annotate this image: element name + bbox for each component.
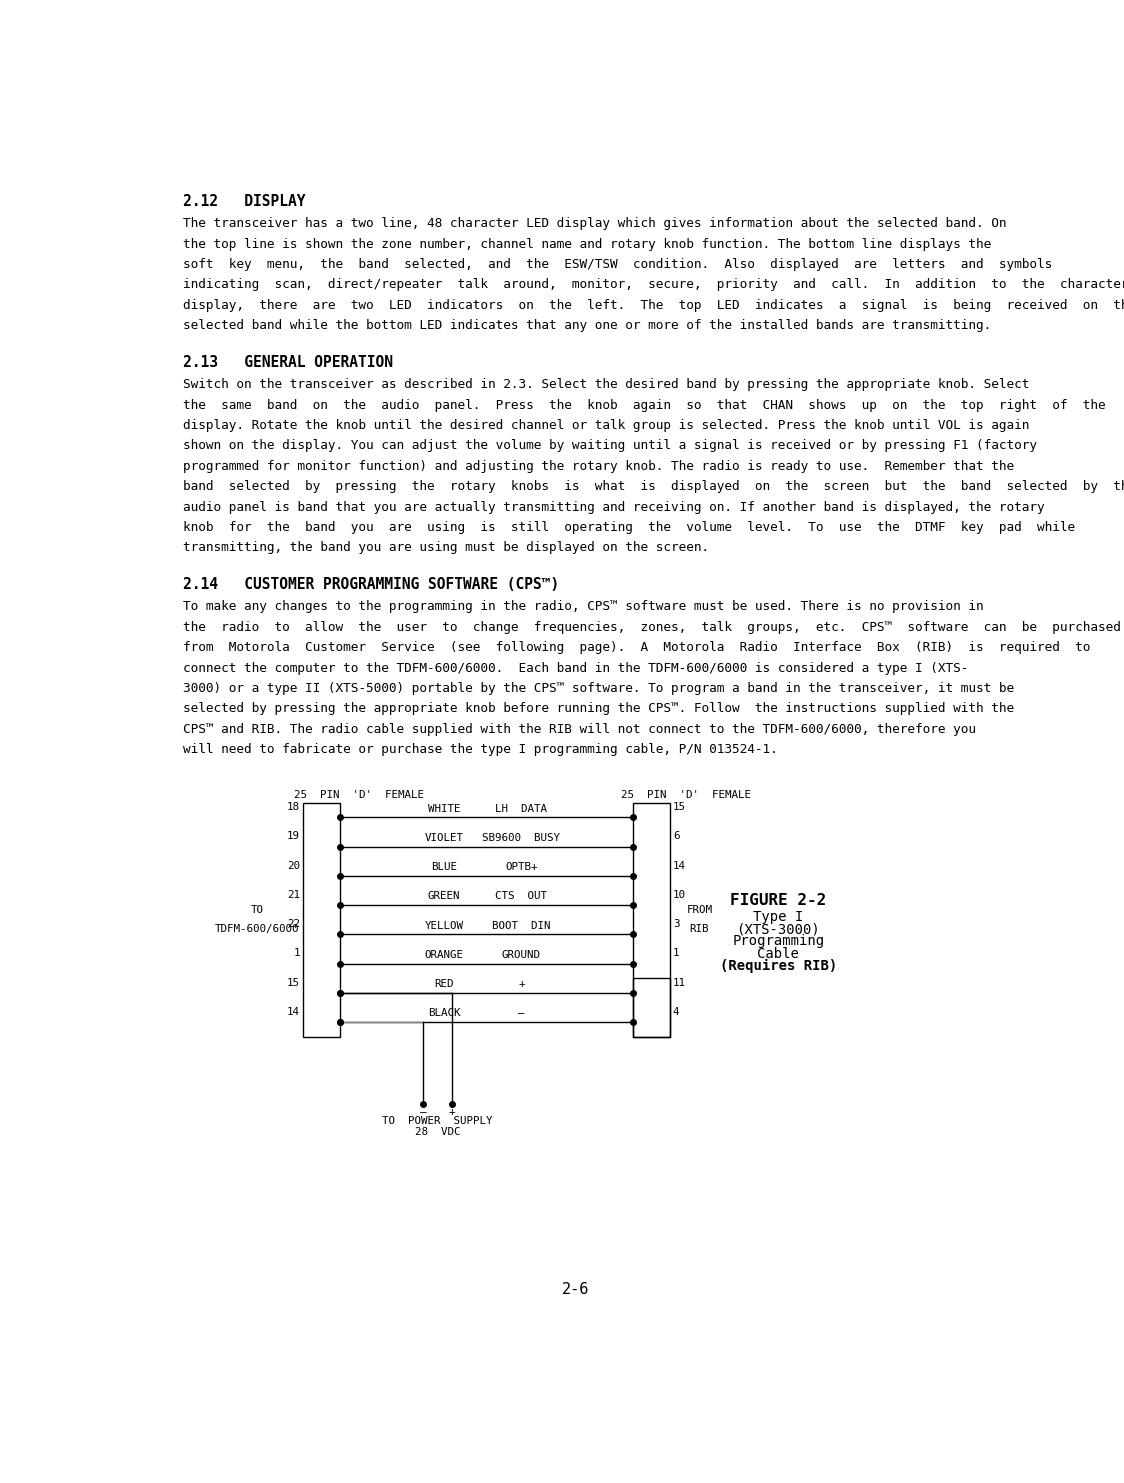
Text: +: + bbox=[448, 1106, 455, 1117]
Text: VIOLET: VIOLET bbox=[425, 833, 463, 842]
Text: RED: RED bbox=[434, 979, 454, 989]
Text: soft  key  menu,  the  band  selected,  and  the  ESW/TSW  condition.  Also  dis: soft key menu, the band selected, and th… bbox=[183, 258, 1052, 271]
Text: RIB: RIB bbox=[689, 924, 709, 934]
Text: display. Rotate the knob until the desired channel or talk group is selected. Pr: display. Rotate the knob until the desir… bbox=[183, 420, 1030, 432]
Text: SB9600  BUSY: SB9600 BUSY bbox=[482, 833, 561, 842]
Text: from  Motorola  Customer  Service  (see  following  page).  A  Motorola  Radio  : from Motorola Customer Service (see foll… bbox=[183, 641, 1090, 654]
Text: (XTS-3000): (XTS-3000) bbox=[736, 922, 821, 936]
Text: 2.12   DISPLAY: 2.12 DISPLAY bbox=[183, 194, 306, 209]
Text: BOOT  DIN: BOOT DIN bbox=[492, 921, 551, 931]
Text: TDFM-600/6000: TDFM-600/6000 bbox=[215, 924, 299, 934]
Text: –: – bbox=[420, 1106, 427, 1117]
Text: 11: 11 bbox=[673, 977, 686, 988]
Text: 2.14   CUSTOMER PROGRAMMING SOFTWARE (CPS™): 2.14 CUSTOMER PROGRAMMING SOFTWARE (CPS™… bbox=[183, 577, 560, 592]
Text: will need to fabricate or purchase the type I programming cable, P/N 013524-1.: will need to fabricate or purchase the t… bbox=[183, 743, 778, 756]
Text: TO: TO bbox=[251, 905, 263, 915]
Text: audio panel is band that you are actually transmitting and receiving on. If anot: audio panel is band that you are actuall… bbox=[183, 501, 1044, 513]
Text: 2.13   GENERAL OPERATION: 2.13 GENERAL OPERATION bbox=[183, 354, 393, 371]
Text: 18: 18 bbox=[287, 802, 300, 813]
Text: Switch on the transceiver as described in 2.3. Select the desired band by pressi: Switch on the transceiver as described i… bbox=[183, 378, 1030, 392]
Bar bbox=[303, 802, 341, 1037]
Text: To make any changes to the programming in the radio, CPS™ software must be used.: To make any changes to the programming i… bbox=[183, 601, 984, 614]
Text: (Requires RIB): (Requires RIB) bbox=[719, 960, 837, 973]
Text: The transceiver has a two line, 48 character LED display which gives information: The transceiver has a two line, 48 chara… bbox=[183, 217, 1007, 230]
Text: connect the computer to the TDFM-600/6000.  Each band in the TDFM-600/6000 is co: connect the computer to the TDFM-600/600… bbox=[183, 661, 969, 675]
Text: programmed for monitor function) and adjusting the rotary knob. The radio is rea: programmed for monitor function) and adj… bbox=[183, 460, 1014, 473]
Text: 3000) or a type II (XTS-5000) portable by the CPS™ software. To program a band i: 3000) or a type II (XTS-5000) portable b… bbox=[183, 682, 1014, 696]
Text: 10: 10 bbox=[673, 890, 686, 900]
Text: 20: 20 bbox=[287, 860, 300, 871]
Text: Programming: Programming bbox=[732, 934, 824, 949]
Text: transmitting, the band you are using must be displayed on the screen.: transmitting, the band you are using mus… bbox=[183, 541, 709, 555]
Text: 1: 1 bbox=[293, 948, 300, 958]
Bar bbox=[632, 979, 671, 1037]
Text: 28  VDC: 28 VDC bbox=[415, 1127, 461, 1137]
Text: FROM: FROM bbox=[687, 905, 713, 915]
Text: OPTB+: OPTB+ bbox=[505, 862, 537, 872]
Text: FIGURE 2-2: FIGURE 2-2 bbox=[731, 893, 826, 908]
Text: Cable: Cable bbox=[758, 946, 799, 961]
Text: knob  for  the  band  you  are  using  is  still  operating  the  volume  level.: knob for the band you are using is still… bbox=[183, 521, 1076, 534]
Text: 25  PIN  'D'  FEMALE: 25 PIN 'D' FEMALE bbox=[294, 790, 424, 801]
Text: CTS  OUT: CTS OUT bbox=[496, 891, 547, 902]
Text: selected by pressing the appropriate knob before running the CPS™. Follow  the i: selected by pressing the appropriate kno… bbox=[183, 703, 1014, 715]
Text: 14: 14 bbox=[673, 860, 686, 871]
Text: the  radio  to  allow  the  user  to  change  frequencies,  zones,  talk  groups: the radio to allow the user to change fr… bbox=[183, 621, 1121, 633]
Text: 1: 1 bbox=[673, 948, 679, 958]
Text: BLUE: BLUE bbox=[430, 862, 457, 872]
Text: band  selected  by  pressing  the  rotary  knobs  is  what  is  displayed  on  t: band selected by pressing the rotary kno… bbox=[183, 480, 1124, 494]
Text: 6: 6 bbox=[673, 832, 679, 841]
Text: indicating  scan,  direct/repeater  talk  around,  monitor,  secure,  priority  : indicating scan, direct/repeater talk ar… bbox=[183, 279, 1124, 292]
Text: –: – bbox=[518, 1008, 525, 1019]
Text: 15: 15 bbox=[673, 802, 686, 813]
Text: WHITE: WHITE bbox=[427, 804, 460, 814]
Text: the  same  band  on  the  audio  panel.  Press  the  knob  again  so  that  CHAN: the same band on the audio panel. Press … bbox=[183, 399, 1106, 412]
Bar bbox=[633, 802, 670, 1037]
Text: 25  PIN  'D'  FEMALE: 25 PIN 'D' FEMALE bbox=[620, 790, 751, 801]
Text: YELLOW: YELLOW bbox=[425, 921, 463, 931]
Text: GROUND: GROUND bbox=[502, 951, 541, 960]
Text: LH  DATA: LH DATA bbox=[496, 804, 547, 814]
Text: 4: 4 bbox=[673, 1007, 679, 1017]
Text: display,  there  are  two  LED  indicators  on  the  left.  The  top  LED  indic: display, there are two LED indicators on… bbox=[183, 300, 1124, 311]
Text: BLACK: BLACK bbox=[427, 1008, 460, 1019]
Text: 14: 14 bbox=[287, 1007, 300, 1017]
Text: ORANGE: ORANGE bbox=[425, 951, 463, 960]
Bar bbox=[633, 979, 670, 1037]
Text: 22: 22 bbox=[287, 919, 300, 928]
Text: CPS™ and RIB. The radio cable supplied with the RIB will not connect to the TDFM: CPS™ and RIB. The radio cable supplied w… bbox=[183, 722, 976, 736]
Text: GREEN: GREEN bbox=[427, 891, 460, 902]
Text: Type I: Type I bbox=[753, 911, 804, 924]
Text: shown on the display. You can adjust the volume by waiting until a signal is rec: shown on the display. You can adjust the… bbox=[183, 439, 1037, 452]
Text: 15: 15 bbox=[287, 977, 300, 988]
Text: +: + bbox=[518, 979, 525, 989]
Text: 21: 21 bbox=[287, 890, 300, 900]
Text: 19: 19 bbox=[287, 832, 300, 841]
Text: the top line is shown the zone number, channel name and rotary knob function. Th: the top line is shown the zone number, c… bbox=[183, 237, 991, 251]
Text: selected band while the bottom LED indicates that any one or more of the install: selected band while the bottom LED indic… bbox=[183, 319, 991, 332]
Text: TO  POWER  SUPPLY: TO POWER SUPPLY bbox=[382, 1117, 493, 1126]
Text: 2-6: 2-6 bbox=[562, 1281, 590, 1296]
Text: 3: 3 bbox=[673, 919, 679, 928]
